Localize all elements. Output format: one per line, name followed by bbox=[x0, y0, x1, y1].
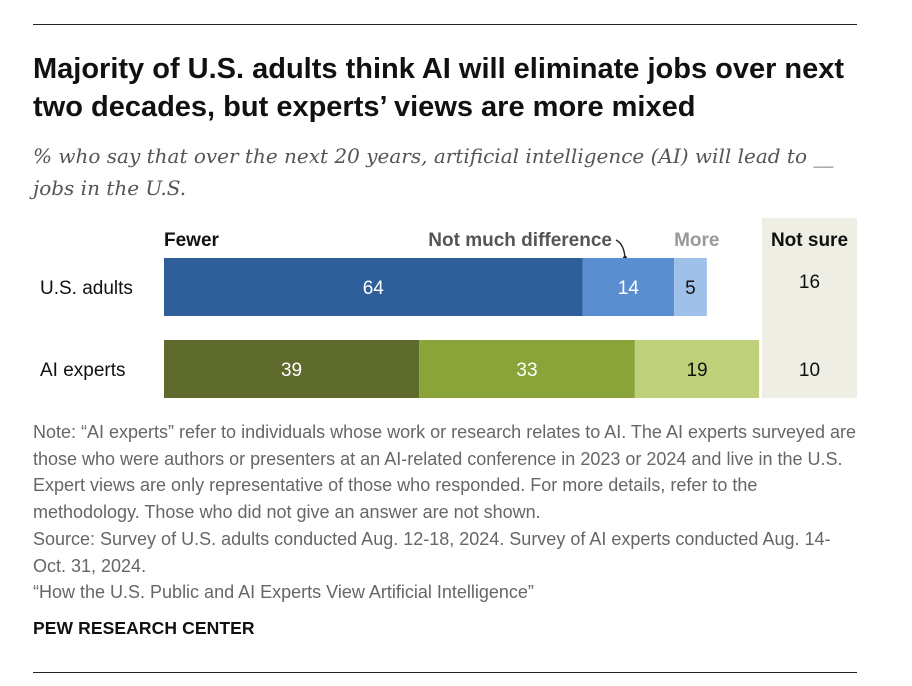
bar-segment bbox=[419, 340, 635, 398]
report-title: “How the U.S. Public and AI Experts View… bbox=[33, 582, 534, 603]
category-label: AI experts bbox=[40, 360, 126, 381]
bar-segment bbox=[164, 340, 420, 398]
brand-logo-text: PEW RESEARCH CENTER bbox=[33, 618, 255, 638]
top-rule bbox=[33, 24, 857, 25]
chart-subtitle: % who say that over the next 20 years, a… bbox=[33, 144, 834, 200]
not-sure-value: 16 bbox=[799, 272, 820, 293]
bar-segment bbox=[164, 258, 583, 316]
legend-more: More bbox=[674, 230, 719, 251]
source-text: Source: Survey of U.S. adults conducted … bbox=[33, 528, 831, 576]
data-label: 14 bbox=[618, 278, 640, 299]
note-text: Note: “AI experts” refer to individuals … bbox=[33, 422, 857, 523]
legend-not-much-difference: Not much difference bbox=[428, 230, 612, 251]
bar-segment bbox=[582, 258, 675, 316]
bar-segment bbox=[634, 340, 760, 398]
data-label: 39 bbox=[281, 360, 302, 381]
bottom-rule bbox=[33, 672, 857, 673]
data-label: 19 bbox=[686, 360, 707, 381]
data-label: 33 bbox=[516, 360, 537, 381]
legend-not-sure: Not sure bbox=[771, 230, 848, 251]
data-label: 64 bbox=[363, 278, 385, 299]
chart-rows: U.S. adults 64 14 5 16 AI experts 39 33 19 10 bbox=[40, 258, 820, 398]
chart-notes: Note: “AI experts” refer to individuals … bbox=[33, 419, 863, 606]
bar-segment bbox=[674, 258, 707, 316]
legend: Fewer Not much difference More Not sure bbox=[164, 230, 848, 260]
legend-leader-line bbox=[615, 239, 626, 259]
legend-fewer: Fewer bbox=[164, 230, 220, 251]
data-label: 5 bbox=[685, 278, 696, 299]
category-label: U.S. adults bbox=[40, 278, 133, 299]
chart-title: Majority of U.S. adults think AI will el… bbox=[33, 53, 845, 123]
stacked-bar-chart: Fewer Not much difference More Not sure U.S… bbox=[40, 218, 857, 398]
not-sure-value: 10 bbox=[799, 360, 820, 381]
not-sure-column-background bbox=[762, 218, 857, 398]
